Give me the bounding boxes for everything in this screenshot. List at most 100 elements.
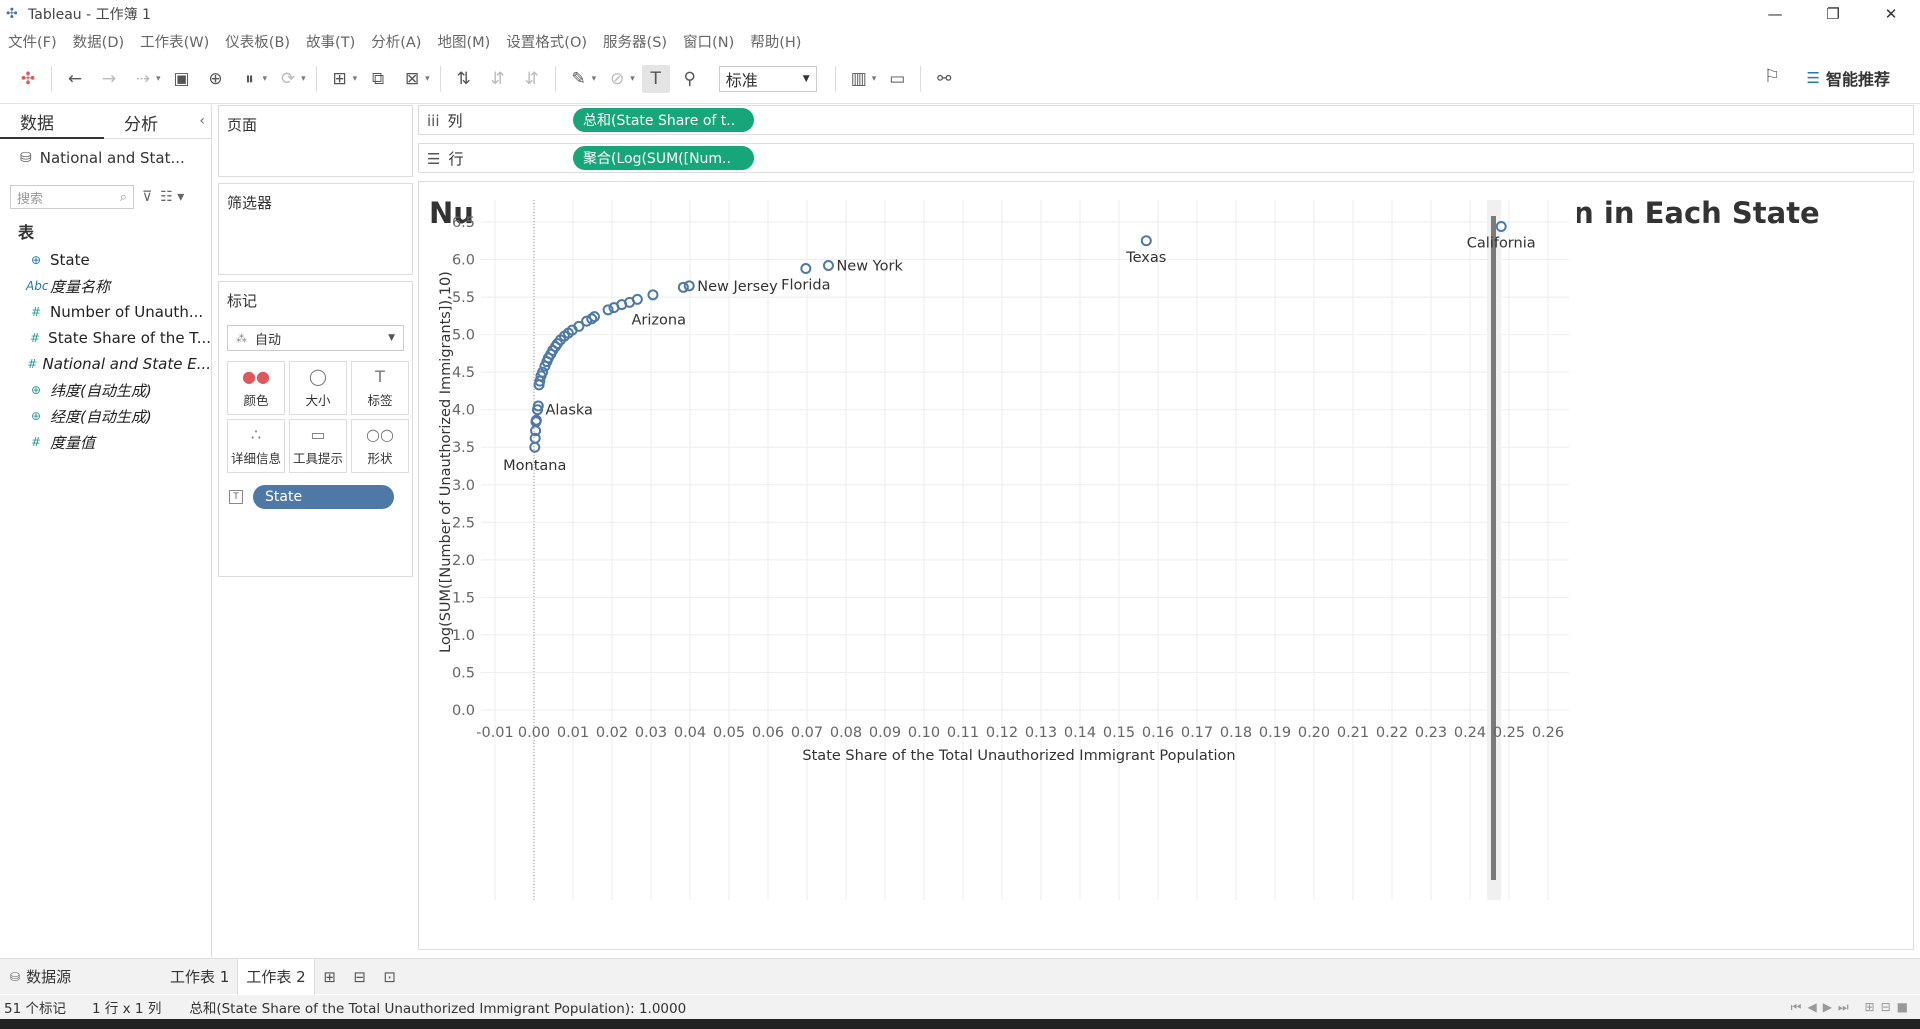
highlight-dropdown-icon[interactable]: ▾	[591, 73, 597, 84]
menu-help[interactable]: 帮助(H)	[750, 34, 802, 51]
menu-worksheet[interactable]: 工作表(W)	[140, 34, 210, 51]
new-dashboard-tab-icon[interactable]: ⊟	[353, 967, 366, 986]
filters-card[interactable]: 筛选器	[218, 183, 413, 275]
clear-dropdown-icon[interactable]: ▾	[425, 73, 430, 84]
new-datasource-icon[interactable]: ⊕	[208, 68, 223, 89]
menu-format[interactable]: 设置格式(O)	[506, 34, 588, 51]
scrollbar-thumb[interactable]	[1491, 216, 1496, 880]
pause-updates-icon[interactable]: ⏸	[245, 68, 254, 89]
field-item[interactable]: # Number of Unauth...	[0, 299, 211, 325]
share-icon[interactable]: ⚯	[937, 68, 952, 89]
data-point[interactable]	[822, 260, 834, 272]
data-point[interactable]	[677, 281, 689, 293]
redo-icon[interactable]: →	[101, 68, 117, 89]
sheet-tab-2[interactable]: 工作表 2	[237, 958, 315, 995]
field-item[interactable]: ⊕ State	[0, 247, 211, 273]
menu-map[interactable]: 地图(M)	[437, 34, 491, 51]
restore-button[interactable]: ❐	[1826, 5, 1840, 23]
group-icon[interactable]: ⊘	[610, 68, 625, 89]
refresh-dropdown-icon[interactable]: ▾	[301, 73, 306, 84]
filter-icon[interactable]: ⊽	[142, 189, 153, 205]
close-button[interactable]: ✕	[1884, 5, 1898, 23]
show-labels-icon[interactable]: T	[641, 64, 670, 93]
size-button[interactable]: ◯ 大小	[289, 361, 347, 415]
pages-card[interactable]: 页面	[218, 105, 413, 177]
cards-dropdown-icon[interactable]: ▾	[871, 73, 877, 84]
field-item[interactable]: # State Share of the T...	[0, 325, 211, 351]
color-button[interactable]: ●● 颜色	[227, 361, 285, 415]
label-button[interactable]: T 标签	[351, 361, 409, 415]
data-point[interactable]	[586, 313, 598, 325]
data-point[interactable]	[532, 404, 544, 416]
pin-icon[interactable]: ⚲	[683, 68, 696, 89]
group-dropdown-icon[interactable]: ▾	[630, 73, 635, 84]
scatter-plot[interactable]: -0.01 0.00 0.01 0.02 0.03 0.04 0.05 0.06 0.07 0.0…	[419, 182, 1913, 949]
x-tick-label: 0.17	[1181, 725, 1213, 741]
shape-button[interactable]: ○○ 形状	[351, 419, 409, 473]
data-point[interactable]	[602, 304, 614, 316]
new-sheet-dropdown-icon[interactable]: ▾	[352, 73, 358, 84]
sheet-tab-1[interactable]: 工作表 1	[170, 968, 230, 986]
datasource-item[interactable]: ⛁ National and Stat...	[0, 139, 211, 177]
columns-pill[interactable]: 总和(State Share of t..	[573, 108, 754, 132]
field-item[interactable]: ⊕ 经度(自动生成)	[0, 403, 211, 429]
swap-icon[interactable]: ⇅	[456, 68, 471, 89]
mark-type-select[interactable]: ⁂ 自动 ▼	[227, 325, 404, 351]
menu-file[interactable]: 文件(F)	[8, 34, 57, 51]
data-point[interactable]	[608, 302, 620, 314]
save-icon[interactable]: ▣	[173, 68, 190, 89]
rows-pill[interactable]: 聚合(Log(SUM([Num..	[573, 146, 754, 170]
tableau-home-icon[interactable]: ✣	[20, 68, 36, 89]
field-item[interactable]: Abc 度量名称	[0, 273, 211, 299]
menu-analysis[interactable]: 分析(A)	[371, 34, 422, 51]
undo-icon[interactable]: ←	[67, 68, 83, 89]
show-me-button[interactable]: ☰ 智能推荐	[1807, 66, 1890, 90]
sort-ascending-icon[interactable]: ⇵	[490, 68, 505, 89]
data-point[interactable]	[539, 360, 551, 372]
tab-data[interactable]: 数据	[0, 105, 104, 139]
data-point[interactable]	[581, 315, 593, 327]
tab-analysis[interactable]: 分析	[124, 114, 158, 135]
data-point[interactable]	[1140, 235, 1152, 247]
collapse-pane-icon[interactable]: ‹	[199, 113, 205, 129]
data-point[interactable]	[533, 379, 545, 391]
replay-icon[interactable]: ⇢	[135, 68, 151, 89]
format-painter-icon[interactable]: ⚐	[1763, 66, 1780, 87]
duplicate-sheet-icon[interactable]: ⧉	[372, 68, 385, 89]
menu-window[interactable]: 窗口(N)	[683, 34, 735, 51]
menu-data[interactable]: 数据(D)	[72, 34, 125, 51]
field-item[interactable]: # National and State E...	[0, 351, 211, 377]
data-point[interactable]	[800, 263, 812, 275]
data-point[interactable]	[683, 280, 695, 292]
data-point[interactable]	[588, 311, 600, 323]
view-options-icon[interactable]: ☷ ▾	[160, 189, 185, 205]
datasource-tab[interactable]: ⛁ 数据源	[0, 959, 162, 995]
clear-sheet-icon[interactable]: ⊠	[405, 68, 420, 89]
highlight-icon[interactable]: ✎	[571, 68, 586, 89]
new-sheet-icon[interactable]: ⊞	[332, 68, 347, 89]
new-story-tab-icon[interactable]: ⊡	[383, 967, 396, 986]
search-input[interactable]: 搜索 ⌕	[10, 185, 134, 209]
field-item[interactable]: ⊕ 纬度(自动生成)	[0, 377, 211, 403]
data-point[interactable]	[1495, 221, 1507, 233]
field-item[interactable]: # 度量值	[0, 429, 211, 455]
sort-descending-icon[interactable]: ⇵	[524, 68, 539, 89]
pause-dropdown-icon[interactable]: ▾	[262, 73, 268, 84]
menu-dashboard[interactable]: 仪表板(B)	[225, 34, 291, 51]
status-navigation-icons[interactable]: ⏮◀▶⏭ ⊞⊟■	[1790, 999, 1914, 1014]
menu-story[interactable]: 故事(T)	[306, 34, 356, 51]
detail-button[interactable]: ∴ 详细信息	[227, 419, 285, 473]
data-point[interactable]	[647, 289, 659, 301]
presentation-mode-icon[interactable]: ▭	[889, 68, 906, 89]
minimize-button[interactable]: —	[1767, 5, 1783, 23]
refresh-icon[interactable]: ⟳	[280, 68, 296, 89]
replay-dropdown-icon[interactable]: ▾	[156, 73, 161, 84]
new-sheet-tab-icon[interactable]: ⊞	[323, 967, 336, 986]
tooltip-button[interactable]: ▭ 工具提示	[289, 419, 347, 473]
menu-server[interactable]: 服务器(S)	[603, 34, 668, 51]
data-point[interactable]	[529, 441, 541, 453]
data-point[interactable]	[530, 425, 542, 437]
state-pill[interactable]: State	[253, 485, 394, 509]
show-cards-icon[interactable]: ▥	[850, 68, 867, 89]
fit-select[interactable]: 标准 ▼	[718, 65, 817, 92]
